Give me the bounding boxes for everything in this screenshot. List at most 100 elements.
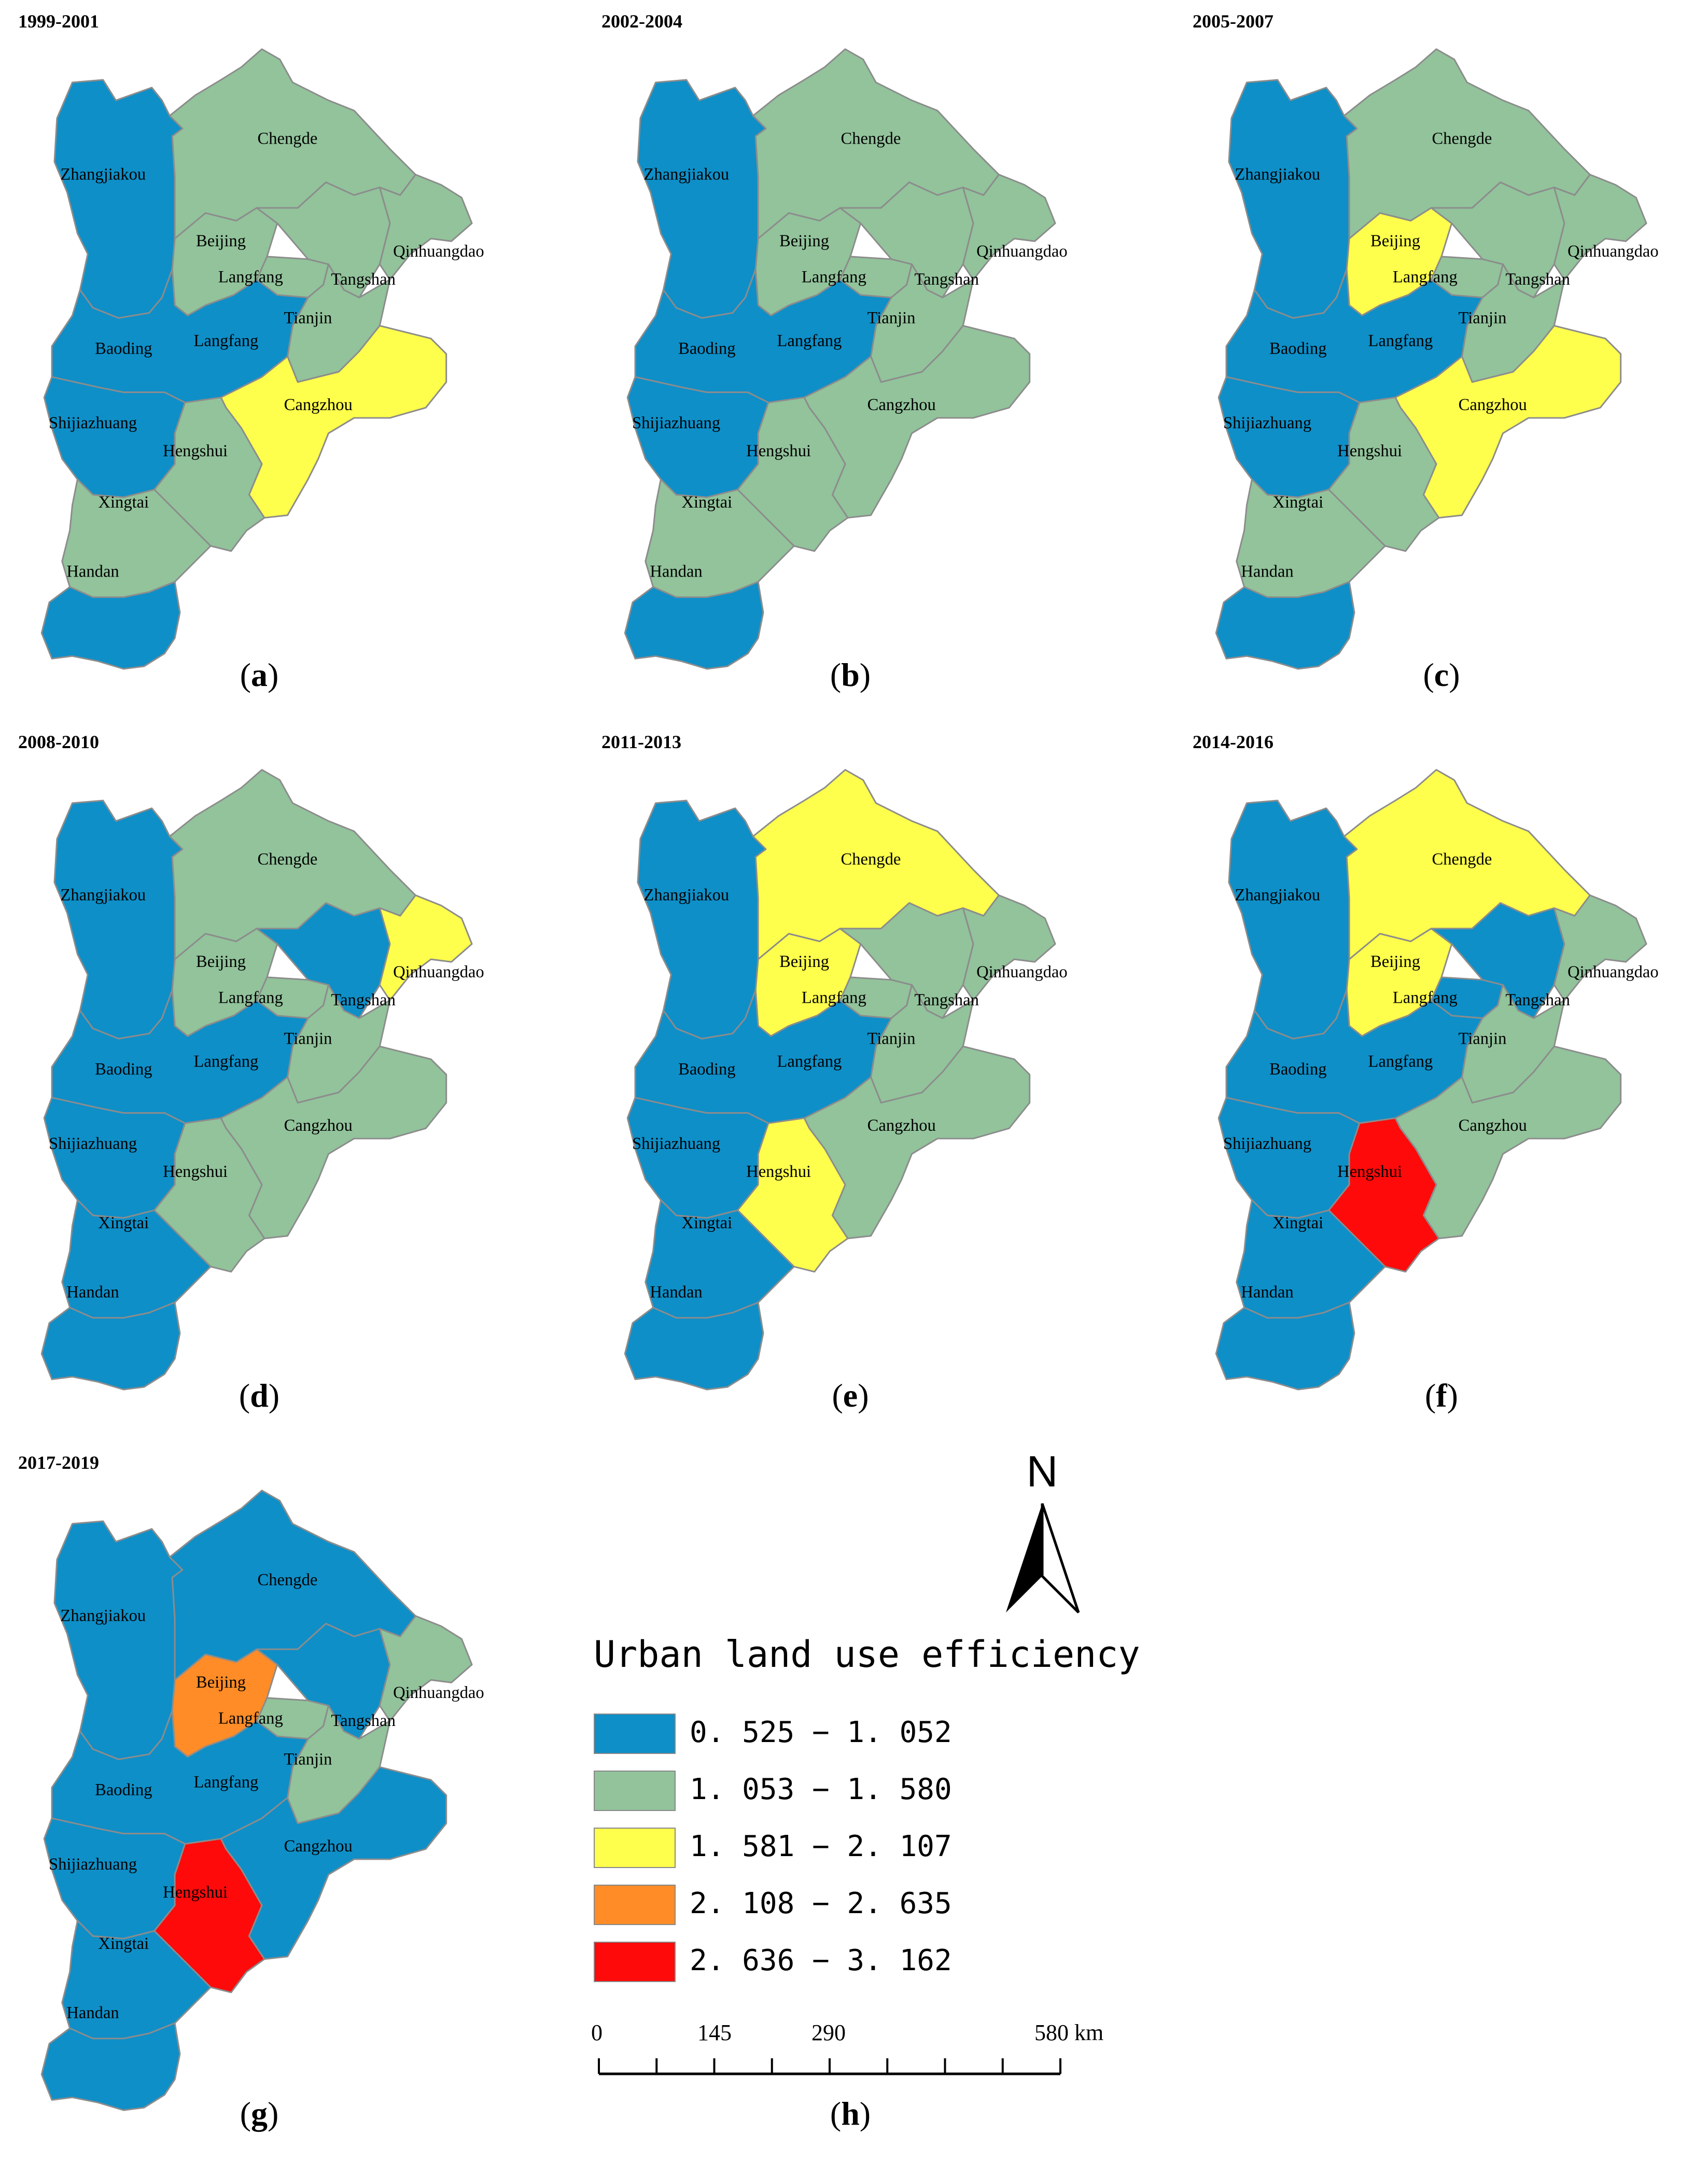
- region-zhangjiakou: [53, 799, 184, 1040]
- city-label-beijing: Beijing: [1370, 952, 1420, 971]
- city-label-zhangjiakou: Zhangjiakou: [60, 165, 146, 184]
- caption-h: (h): [830, 2095, 871, 2132]
- legend-label: 2. 636 − 3. 162: [690, 1944, 952, 1977]
- city-label-handan: Handan: [650, 1283, 702, 1301]
- city-label-tangshan: Tangshan: [331, 991, 395, 1009]
- city-label-beijing: Beijing: [196, 1673, 246, 1692]
- city-label-hengshui: Hengshui: [1337, 1162, 1402, 1181]
- caption-a: (a): [240, 656, 279, 693]
- city-label-tianjin: Tianjin: [284, 1750, 332, 1768]
- city-label-beijing: Beijing: [1370, 232, 1420, 250]
- city-label-tangshan: Tangshan: [331, 270, 395, 289]
- region-zhangjiakou: [1228, 799, 1358, 1040]
- region-zhangjiakou: [637, 79, 767, 319]
- city-label-chengde: Chengde: [841, 850, 901, 869]
- region-zhangjiakou: [637, 799, 767, 1040]
- map-panel-d: 2008-2010 Zhangjiakou Chengde Beijing Langfa…: [18, 731, 511, 1395]
- region-handan: [624, 1301, 764, 1391]
- city-label-baoding: Baoding: [1269, 1060, 1326, 1079]
- city-label-xingtai: Xingtai: [681, 1214, 732, 1232]
- caption-c: (c): [1423, 656, 1460, 693]
- region-zhangjiakou: [1228, 79, 1358, 319]
- region-qinhuangdao: [379, 894, 473, 1001]
- choropleth-map: Zhangjiakou Chengde Beijing Langfang Tangsha…: [624, 769, 1068, 1391]
- scale-label-145: 145: [697, 2020, 732, 2045]
- period-title: 2002-2004: [601, 11, 682, 32]
- city-label-handan: Handan: [66, 562, 119, 581]
- city-label-shijiazhuang: Shijiazhuang: [49, 414, 137, 432]
- region-zhangjiakou: [53, 79, 184, 319]
- period-title: 1999-2001: [18, 11, 99, 32]
- region-qinhuangdao: [379, 1615, 473, 1722]
- city-label-beijing: Beijing: [779, 232, 829, 250]
- choropleth-map: Zhangjiakou Chengde Beijing Langfang Tangsha…: [40, 48, 484, 670]
- city-label-chengde: Chengde: [841, 130, 901, 148]
- city-label-chengde: Chengde: [258, 850, 318, 869]
- city-label-tianjin: Tianjin: [867, 308, 915, 327]
- period-title: 2008-2010: [18, 732, 99, 752]
- city-label-tianjin: Tianjin: [1458, 308, 1506, 327]
- city-label-zhangjiakou: Zhangjiakou: [643, 165, 729, 184]
- city-label-langfang: Langfang: [777, 1052, 842, 1071]
- map-panel-b: 2002-2004 Zhangjiakou Chengde Beijing Langfa…: [601, 10, 1094, 674]
- period-title: 2011-2013: [601, 732, 682, 752]
- city-label-langfang: Langfang: [777, 332, 842, 350]
- choropleth-map: Zhangjiakou Chengde Beijing Langfang Tangsha…: [1215, 769, 1659, 1391]
- city-label-beijing: Beijing: [196, 232, 246, 250]
- city-label-langfang: Langfang: [193, 1773, 258, 1792]
- scale-label-0: 0: [591, 2020, 603, 2045]
- map-panel-f: 2014-2016 Zhangjiakou Chengde Beijing Langfa…: [1193, 731, 1685, 1395]
- city-label-beijing: Beijing: [196, 952, 246, 971]
- city-label-hengshui: Hengshui: [746, 1162, 811, 1181]
- region-qinhuangdao: [962, 894, 1056, 1001]
- city-label-baoding: Baoding: [95, 340, 152, 358]
- region-handan: [1215, 581, 1355, 670]
- scale-label-580: 580 km: [1034, 2020, 1104, 2045]
- city-label-baoding: Baoding: [95, 1781, 152, 1800]
- legend-swatch: [594, 1885, 676, 1925]
- city-label-baoding: Baoding: [1269, 340, 1326, 358]
- city-label-langfang: Langfang: [1393, 988, 1458, 1007]
- city-label-langfang: Langfang: [218, 1709, 283, 1728]
- city-label-tangshan: Tangshan: [331, 1711, 395, 1730]
- caption-e: (e): [832, 1377, 869, 1414]
- region-qinhuangdao: [962, 174, 1056, 280]
- caption-b: (b): [830, 656, 871, 693]
- city-label-shijiazhuang: Shijiazhuang: [1223, 414, 1311, 432]
- city-label-zhangjiakou: Zhangjiakou: [60, 1607, 146, 1625]
- city-label-zhangjiakou: Zhangjiakou: [60, 886, 146, 905]
- city-label-shijiazhuang: Shijiazhuang: [49, 1855, 137, 1874]
- city-label-tianjin: Tianjin: [1458, 1029, 1506, 1048]
- city-label-langfang: Langfang: [1368, 1052, 1433, 1071]
- city-label-chengde: Chengde: [258, 1571, 318, 1590]
- region-zhangjiakou: [53, 1520, 184, 1760]
- city-label-chengde: Chengde: [1432, 850, 1492, 869]
- scale-bar-graphic: [598, 2058, 1061, 2075]
- city-label-handan: Handan: [650, 562, 702, 581]
- choropleth-map: Zhangjiakou Chengde Beijing Langfang Tangsha…: [40, 769, 484, 1391]
- city-label-shijiazhuang: Shijiazhuang: [1223, 1134, 1311, 1153]
- city-label-tangshan: Tangshan: [1505, 270, 1570, 289]
- region-qinhuangdao: [379, 174, 473, 280]
- city-label-xingtai: Xingtai: [98, 1934, 149, 1953]
- city-label-qinhuangdao: Qinhuangdao: [1567, 242, 1659, 261]
- map-panel-a: 1999-2001 Zhangjiakou Chengde Beijing Langfa…: [18, 10, 511, 674]
- north-label: N: [1026, 1447, 1058, 1496]
- city-label-cangzhou: Cangzhou: [1459, 396, 1527, 414]
- city-label-shijiazhuang: Shijiazhuang: [632, 414, 720, 432]
- city-label-langfang: Langfang: [802, 268, 866, 286]
- city-label-xingtai: Xingtai: [1272, 493, 1323, 512]
- city-label-cangzhou: Cangzhou: [1459, 1116, 1527, 1135]
- region-handan: [40, 581, 181, 670]
- legend-title: Urban land use efficiency: [594, 1633, 1140, 1676]
- city-label-baoding: Baoding: [95, 1060, 152, 1079]
- north-arrow-icon: [1006, 1503, 1080, 1613]
- region-qinhuangdao: [1553, 174, 1647, 280]
- city-label-xingtai: Xingtai: [681, 493, 732, 512]
- city-label-langfang: Langfang: [1368, 332, 1433, 350]
- city-label-langfang: Langfang: [218, 988, 283, 1007]
- map-panel-e: 2011-2013 Zhangjiakou Chengde Beijing Langfa…: [601, 731, 1094, 1395]
- legend-swatch: [594, 1942, 676, 1982]
- region-qinhuangdao: [1553, 894, 1647, 1001]
- city-label-hengshui: Hengshui: [746, 442, 811, 460]
